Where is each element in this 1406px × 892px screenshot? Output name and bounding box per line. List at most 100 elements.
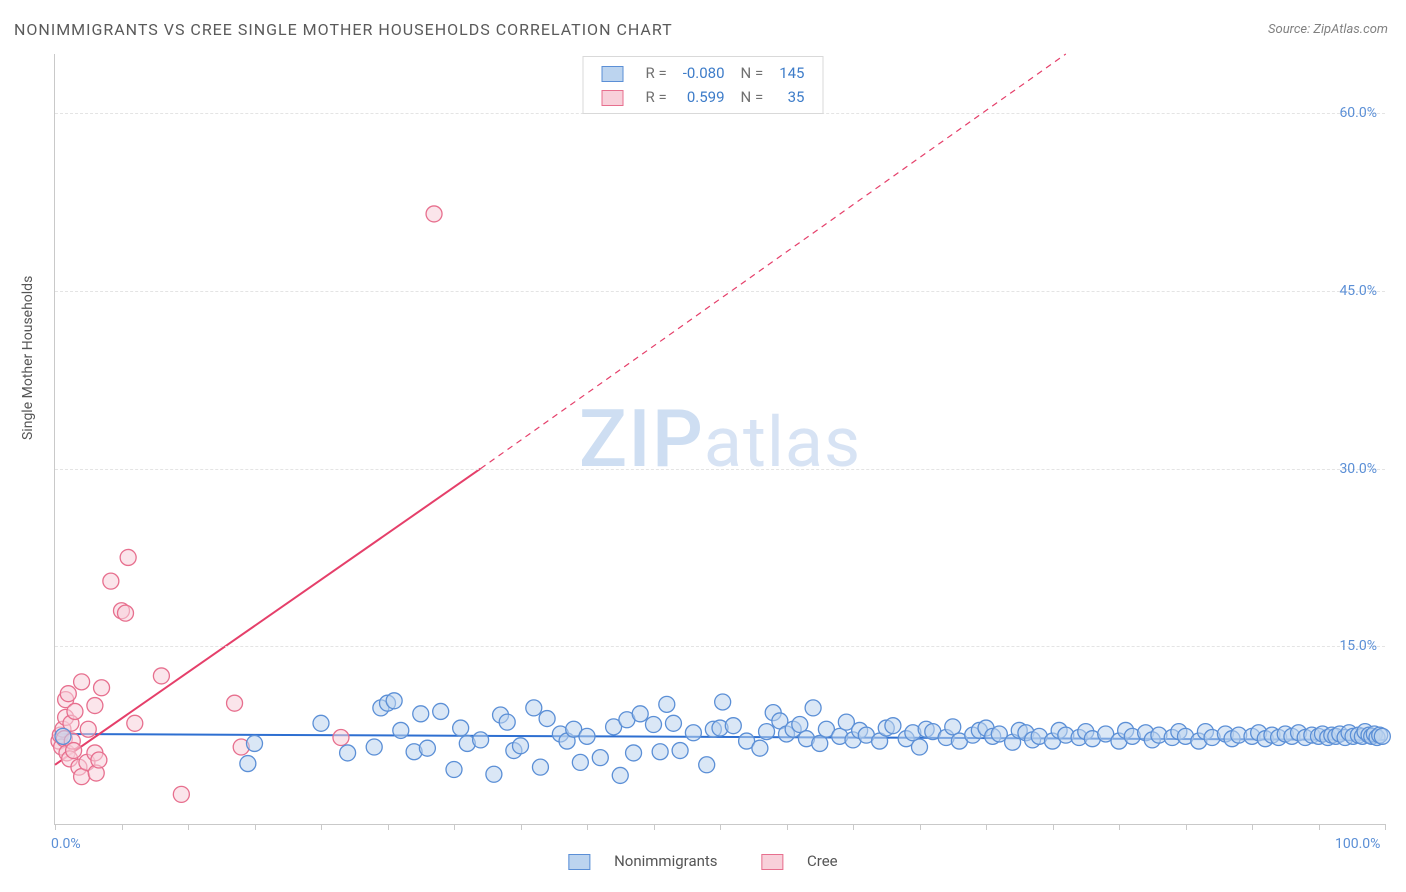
legend-row-blue: R = -0.080 N = 145 <box>594 61 813 85</box>
x-tick-mark <box>388 824 389 830</box>
point-blue <box>812 735 828 751</box>
point-blue <box>699 757 715 773</box>
n-value-blue: 145 <box>771 61 812 85</box>
x-tick-mark <box>1319 824 1320 830</box>
point-blue <box>526 700 542 716</box>
point-blue <box>945 719 961 735</box>
point-blue <box>659 696 675 712</box>
point-blue <box>366 739 382 755</box>
point-blue <box>885 718 901 734</box>
n-label: N = <box>733 61 772 85</box>
x-tick-mark <box>1053 824 1054 830</box>
point-blue <box>247 735 263 751</box>
legend-series: Nonimmigrants Cree <box>548 852 857 870</box>
point-blue <box>55 728 71 744</box>
gridline <box>55 291 1385 292</box>
y-tick-label: 30.0% <box>1339 461 1387 477</box>
point-blue <box>393 722 409 738</box>
swatch-pink <box>602 90 624 106</box>
point-blue <box>792 716 808 732</box>
point-pink <box>153 668 169 684</box>
plot-svg <box>55 54 1385 824</box>
source-attribution: Source: ZipAtlas.com <box>1268 22 1388 37</box>
point-blue <box>752 740 768 756</box>
point-blue <box>539 711 555 727</box>
point-blue <box>453 720 469 736</box>
r-value-pink: 0.599 <box>675 85 733 109</box>
point-pink <box>87 698 103 714</box>
swatch-blue <box>602 66 624 82</box>
point-blue <box>805 700 821 716</box>
n-value-pink: 35 <box>771 85 812 109</box>
x-tick-label: 0.0% <box>51 836 81 852</box>
point-blue <box>652 744 668 760</box>
x-tick-mark <box>321 824 322 830</box>
y-tick-label: 15.0% <box>1339 638 1387 654</box>
trend-line-pink-dashed <box>481 54 1066 469</box>
x-tick-label: 100.0% <box>1335 836 1380 852</box>
point-blue <box>340 745 356 761</box>
point-blue <box>532 759 548 775</box>
point-blue <box>626 745 642 761</box>
y-tick-label: 45.0% <box>1339 283 1387 299</box>
x-tick-mark <box>55 824 56 830</box>
x-tick-mark <box>920 824 921 830</box>
point-blue <box>759 724 775 740</box>
point-pink <box>94 680 110 696</box>
x-tick-mark <box>720 824 721 830</box>
point-pink <box>66 743 82 759</box>
n-label: N = <box>733 85 772 109</box>
point-pink <box>80 721 96 737</box>
legend-label-blue: Nonimmigrants <box>614 852 717 870</box>
chart-title: NONIMMIGRANTS VS CREE SINGLE MOTHER HOUS… <box>14 20 673 39</box>
point-pink <box>117 605 133 621</box>
point-blue <box>715 694 731 710</box>
x-tick-mark <box>454 824 455 830</box>
point-blue <box>433 703 449 719</box>
point-pink <box>60 686 76 702</box>
x-tick-mark <box>587 824 588 830</box>
x-tick-mark <box>521 824 522 830</box>
point-blue <box>592 750 608 766</box>
legend-item-blue: Nonimmigrants <box>558 852 731 870</box>
point-blue <box>473 732 489 748</box>
legend-label-pink: Cree <box>807 852 838 870</box>
point-blue <box>513 738 529 754</box>
point-blue <box>446 762 462 778</box>
gridline <box>55 469 1385 470</box>
point-pink <box>67 703 83 719</box>
r-value-blue: -0.080 <box>675 61 733 85</box>
point-pink <box>227 695 243 711</box>
x-tick-mark <box>122 824 123 830</box>
point-pink <box>426 206 442 222</box>
swatch-pink <box>761 854 783 870</box>
x-tick-mark <box>1385 824 1386 830</box>
x-tick-mark <box>1186 824 1187 830</box>
point-blue <box>579 728 595 744</box>
point-pink <box>120 549 136 565</box>
point-pink <box>173 786 189 802</box>
point-blue <box>499 714 515 730</box>
point-blue <box>685 725 701 741</box>
point-blue <box>386 693 402 709</box>
point-blue <box>419 740 435 756</box>
point-blue <box>1374 728 1390 744</box>
x-tick-mark <box>1252 824 1253 830</box>
r-label: R = <box>638 61 675 85</box>
x-tick-mark <box>1119 824 1120 830</box>
plot-area: ZIPatlas 15.0%30.0%45.0%60.0%0.0%100.0% <box>54 54 1385 825</box>
point-pink <box>91 752 107 768</box>
point-blue <box>413 706 429 722</box>
x-tick-mark <box>255 824 256 830</box>
point-blue <box>632 706 648 722</box>
legend-stats: R = -0.080 N = 145 R = 0.599 N = 35 <box>583 56 824 114</box>
swatch-blue <box>568 854 590 870</box>
point-blue <box>240 756 256 772</box>
legend-row-pink: R = 0.599 N = 35 <box>594 85 813 109</box>
gridline <box>55 646 1385 647</box>
point-pink <box>103 573 119 589</box>
x-tick-mark <box>986 824 987 830</box>
point-blue <box>313 715 329 731</box>
point-blue <box>572 754 588 770</box>
x-tick-mark <box>853 824 854 830</box>
